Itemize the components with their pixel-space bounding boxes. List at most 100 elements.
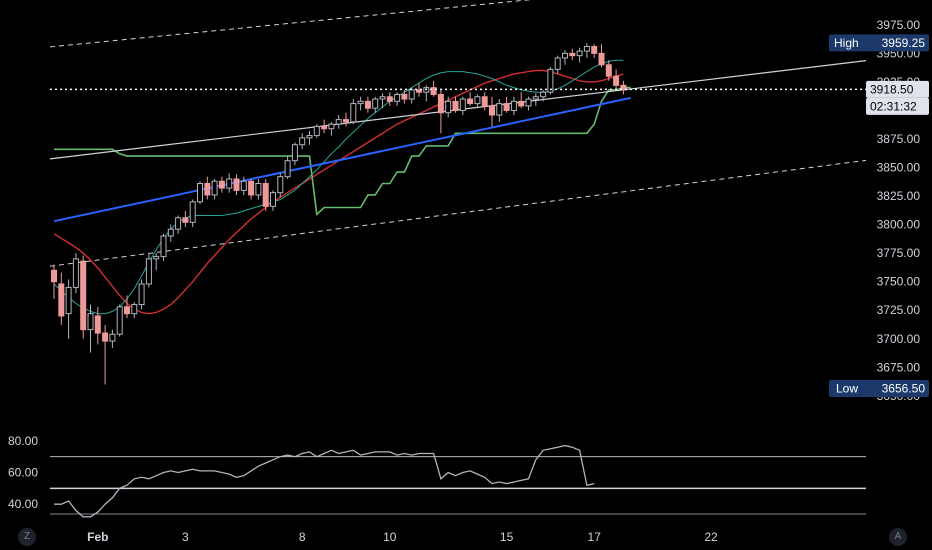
candle [554, 55, 561, 74]
price-tick-label: 3800.00 [877, 218, 921, 232]
candle [51, 264, 57, 299]
candle-body [175, 217, 182, 230]
candle [372, 96, 379, 113]
candle-body [116, 306, 123, 335]
channel-lines [49, 0, 867, 267]
candle [518, 92, 525, 109]
candle-body [262, 183, 269, 207]
price-tick-label: 3850.00 [877, 161, 921, 175]
trailing-stop-line [54, 86, 631, 216]
candle [525, 96, 532, 111]
oscillator-tick-label: 80.00 [8, 434, 38, 448]
candle-body [255, 183, 262, 196]
last-price-tag [866, 80, 929, 98]
price-tick-label: 3875.00 [877, 132, 921, 146]
time-axis[interactable]: Feb 3 8 10 15 17 22 [87, 530, 718, 544]
price-tick-label: 3975.00 [877, 18, 921, 32]
candle [58, 272, 65, 326]
candle [328, 121, 335, 136]
oscillator-pane[interactable]: 80.00 60.00 40.00 [8, 434, 866, 518]
candle [197, 181, 203, 205]
candle [94, 306, 101, 345]
price-tick-label: 3775.00 [877, 246, 921, 260]
candle [583, 43, 590, 58]
candle [416, 83, 422, 97]
last-price-value: 3918.50 [870, 82, 914, 96]
candle-body [343, 119, 349, 123]
candle-body [430, 87, 437, 95]
candle [576, 47, 583, 63]
price-pane[interactable] [49, 0, 867, 385]
candle-body [496, 103, 503, 116]
candle-body [569, 52, 576, 57]
candle-body [51, 269, 57, 283]
oscillator-axis: 80.00 60.00 40.00 [8, 434, 38, 511]
candle-body [335, 119, 342, 125]
candle-body [540, 91, 547, 98]
candle-body [372, 98, 379, 109]
high-tag-value: 3959.25 [882, 36, 926, 50]
price-tags: High 3959.25 3918.50 02:31:32 Low 3656.5… [829, 34, 929, 397]
candle [218, 176, 225, 193]
time-tick-label: 8 [299, 530, 306, 544]
candle-body [386, 96, 393, 102]
candle [116, 304, 123, 337]
candle-body [328, 123, 335, 130]
time-tick-label: 17 [588, 530, 602, 544]
countdown-tag [866, 97, 929, 115]
candle [489, 96, 495, 127]
candle-body [591, 46, 598, 54]
candle [481, 92, 488, 111]
oscillator-tick-label: 60.00 [8, 466, 38, 480]
candle-body [204, 183, 211, 196]
candle [547, 67, 554, 95]
trailing-stop [54, 86, 631, 216]
candle [277, 173, 284, 198]
candle-body [124, 306, 130, 315]
candle-body [153, 256, 160, 260]
candle [270, 190, 276, 211]
candle [255, 178, 262, 200]
candle [591, 44, 598, 58]
candle-body [277, 176, 284, 194]
price-tick-label: 3725.00 [877, 303, 921, 317]
candle [72, 253, 79, 294]
candle [182, 210, 189, 227]
candle [189, 199, 196, 227]
countdown-value: 02:31:32 [870, 99, 917, 113]
low-tag [829, 379, 929, 397]
candle [503, 96, 510, 113]
candle [226, 173, 233, 193]
candle [284, 156, 291, 179]
candle-body [248, 180, 255, 196]
candle-body [489, 105, 495, 116]
candle-body [102, 332, 109, 342]
candle [496, 99, 503, 122]
candle-body [58, 283, 65, 317]
candle-body [226, 178, 233, 189]
candle-body [138, 283, 145, 306]
candle-body [408, 89, 415, 100]
time-tick-label: 22 [704, 530, 718, 544]
candle-body [437, 93, 444, 114]
candle [430, 80, 437, 97]
time-tick-label: 15 [500, 530, 514, 544]
candle [175, 215, 182, 234]
candle-body [167, 228, 174, 237]
time-tick-label: 3 [182, 530, 189, 544]
candle-body [94, 315, 101, 334]
candle-body [211, 180, 218, 196]
candle [204, 176, 211, 200]
candle-body [87, 313, 94, 331]
candle [291, 142, 298, 166]
candle [379, 93, 386, 109]
timezone-button[interactable]: Z [18, 528, 36, 546]
trend-line-blue [53, 96, 631, 223]
candle-body [467, 98, 474, 105]
candle-body [401, 93, 408, 100]
auto-scale-button[interactable]: A [889, 528, 907, 546]
candle [598, 44, 605, 68]
candle [138, 279, 145, 310]
